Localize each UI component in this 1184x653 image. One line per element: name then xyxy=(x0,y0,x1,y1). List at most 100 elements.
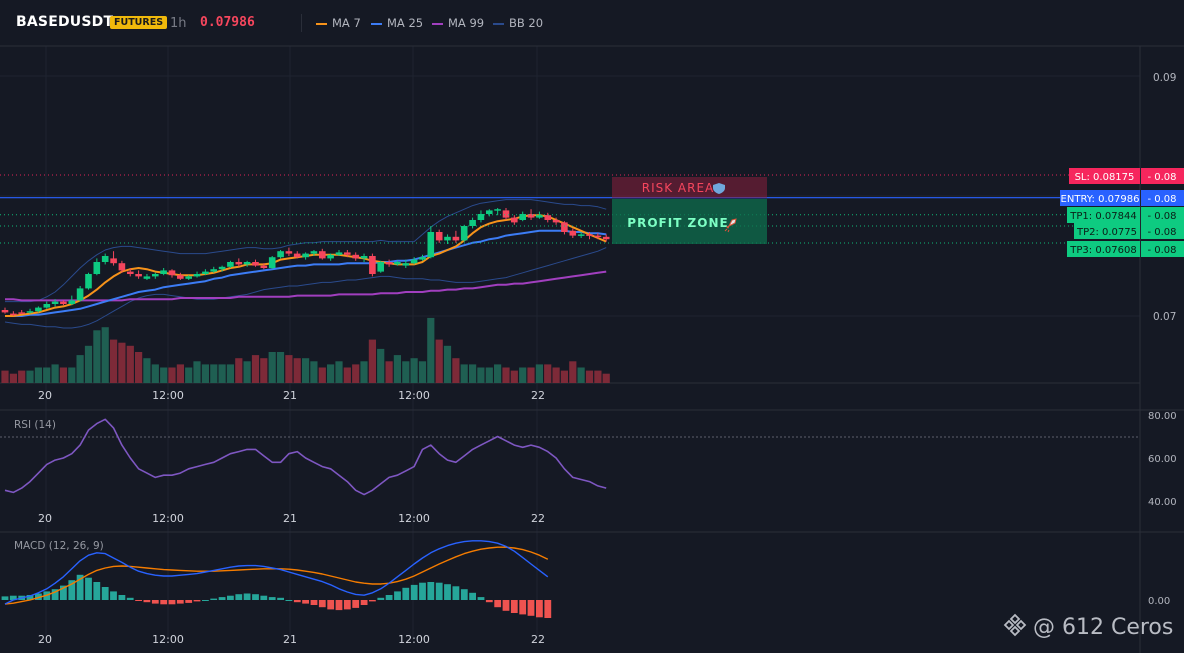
volume-bar xyxy=(402,361,410,383)
volume-bar xyxy=(393,355,401,383)
macd-histogram-bar xyxy=(536,600,543,618)
panel-borders xyxy=(0,45,1184,653)
volume-bar xyxy=(560,370,568,383)
macd-histogram-bar xyxy=(519,600,527,615)
rsi-tick-60: 60.00 xyxy=(1148,454,1177,465)
macd-histogram-bar xyxy=(277,597,284,600)
macd-histogram-bar xyxy=(26,595,34,600)
timeframe-label[interactable]: 1h xyxy=(170,16,187,31)
candle-body xyxy=(43,304,51,308)
volume-bar xyxy=(210,364,218,383)
trade-levels xyxy=(0,174,1140,244)
volume-bar xyxy=(168,367,176,383)
legend-ma25[interactable]: MA 25 xyxy=(371,16,423,30)
macd-histogram-bar xyxy=(193,600,201,602)
watermark-text: @ 612 Ceros xyxy=(1033,615,1174,640)
legend-bb20-label: BB 20 xyxy=(509,16,544,30)
volume-bar xyxy=(485,367,493,383)
macd-histogram-bar xyxy=(185,600,193,603)
volume-bar xyxy=(43,367,51,383)
volume-bar xyxy=(243,361,251,383)
symbol-name[interactable]: BASEDUSDT xyxy=(16,14,114,30)
volume-bar xyxy=(460,364,468,383)
ma99-line xyxy=(5,270,607,302)
time-tick: 22 xyxy=(531,512,545,525)
volume-bar xyxy=(76,355,84,383)
volume-bar xyxy=(535,364,543,383)
legend-ma7[interactable]: MA 7 xyxy=(316,16,361,30)
candle-body xyxy=(460,226,468,241)
candle-body xyxy=(511,217,518,223)
candle-body xyxy=(352,254,359,259)
macd-histogram-bar xyxy=(235,594,243,600)
volume-bar xyxy=(469,364,477,383)
macd-histogram-bar xyxy=(477,597,485,600)
macd-histogram-bar xyxy=(352,600,360,608)
candle-body xyxy=(168,270,176,276)
candle-body xyxy=(210,269,217,272)
candle-body xyxy=(1,310,9,313)
tp-label-bg xyxy=(1067,207,1140,223)
volume-bar xyxy=(110,339,118,383)
tp-axis-value: - 0.08 xyxy=(1147,245,1176,256)
volume-bar xyxy=(377,348,385,383)
candle-body xyxy=(477,214,485,220)
volume-bar xyxy=(126,345,134,383)
candle-body xyxy=(26,311,34,313)
candle-body xyxy=(577,234,585,236)
volume-bar xyxy=(160,367,168,383)
macd-histogram-bar xyxy=(76,574,84,600)
last-price: 0.07986 xyxy=(200,15,255,30)
macd-histogram-bar xyxy=(110,591,117,600)
volume-bar xyxy=(251,355,260,383)
candle-body xyxy=(101,256,109,262)
macd-histogram-bar xyxy=(402,587,410,600)
candle-body xyxy=(594,235,602,238)
candle-body xyxy=(385,262,393,265)
macd-tick-0: 0.00 xyxy=(1148,596,1170,607)
volume-bar xyxy=(302,358,310,383)
volume-bar xyxy=(143,358,151,383)
candle-body xyxy=(419,257,426,260)
legend-bb20[interactable]: BB 20 xyxy=(493,16,543,30)
macd-histogram-bar xyxy=(126,597,134,600)
macd-panel: MACD (12, 26, 9) 0.00 xyxy=(1,540,1170,618)
volume-bar xyxy=(327,364,335,383)
macd-histogram-bar xyxy=(460,589,468,600)
candle-body xyxy=(127,271,134,274)
volume-bar xyxy=(18,370,26,383)
level-labels: SL: 0.08175 - 0.08 ENTRY: 0.07986 - 0.08 TP1… xyxy=(1060,168,1184,257)
volume-bar xyxy=(193,361,201,383)
candle-body xyxy=(536,215,543,218)
volume-bar xyxy=(552,367,560,383)
macd-histogram-bar xyxy=(494,600,502,608)
volume-bar xyxy=(151,364,159,383)
candlesticks xyxy=(1,208,610,316)
macd-histogram-bar xyxy=(302,600,309,604)
candle-body xyxy=(135,274,142,277)
candle-body xyxy=(335,252,343,255)
candle-body xyxy=(569,230,577,236)
time-axes: 20 12:00 21 12:00 22 20 12:00 21 12:00 22 20 12:00 2… xyxy=(38,389,545,646)
candle-body xyxy=(427,232,435,258)
macd-histogram-bar xyxy=(210,598,218,600)
candle-body xyxy=(519,214,526,220)
volume-bar xyxy=(502,367,510,383)
macd-histogram-bar xyxy=(168,600,176,605)
legend-ma99[interactable]: MA 99 xyxy=(432,16,484,30)
candle-body xyxy=(527,214,535,218)
time-tick: 22 xyxy=(531,633,545,646)
time-tick: 20 xyxy=(38,633,52,646)
volume-bar xyxy=(435,339,443,383)
header-divider xyxy=(301,14,302,32)
candle-body xyxy=(494,209,501,211)
bb-upper-line xyxy=(5,199,607,303)
macd-histogram-bar xyxy=(51,589,59,600)
macd-histogram-bar xyxy=(419,582,426,600)
volume-bars xyxy=(1,317,610,383)
macd-histogram-bar xyxy=(285,600,293,601)
volume-bar xyxy=(418,361,427,383)
tp-label-text: TP1: 0.07844 xyxy=(1069,211,1136,222)
macd-histogram-bar xyxy=(369,600,376,602)
